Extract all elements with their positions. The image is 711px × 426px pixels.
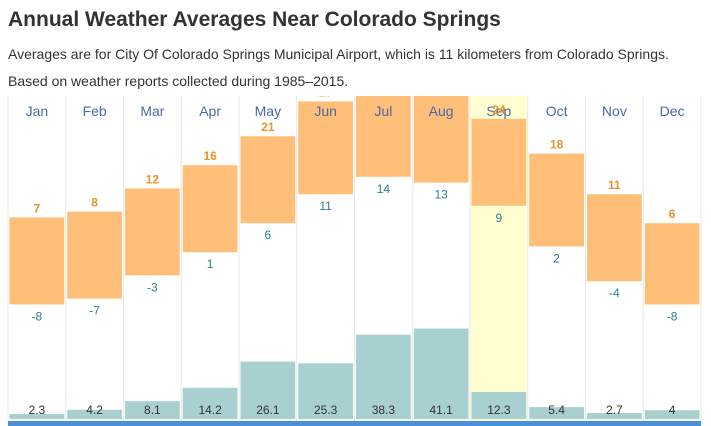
month-label-mar: Mar — [140, 103, 164, 119]
precip-label-jan: 2.3 — [29, 403, 46, 417]
month-label-may: May — [255, 103, 281, 119]
precip-label-jul: 38.3 — [372, 403, 396, 417]
high-temp-label-feb: 8 — [91, 196, 98, 210]
low-temp-label-jan: -8 — [32, 309, 43, 323]
low-temp-label-apr: 1 — [207, 257, 214, 271]
temp-band-sep[interactable] — [471, 118, 527, 206]
chart-subtitle-period: Based on weather reports collected durin… — [8, 73, 349, 89]
precip-label-aug: 41.1 — [429, 403, 453, 417]
precip-label-mar: 8.1 — [144, 403, 161, 417]
month-label-oct: Oct — [546, 103, 568, 119]
weather-averages-chart: Jan 7 -8 2.3 Feb 8 -7 4.2 Mar 12 -3 8.1 Apr 16 1 14.2 Ma… — [7, 96, 702, 426]
low-temp-label-feb: -7 — [89, 304, 100, 318]
temp-band-jan[interactable] — [9, 217, 65, 305]
precip-bar-apr[interactable] — [182, 387, 238, 419]
precip-bar-jan[interactable] — [9, 413, 65, 419]
chart-title: Annual Weather Averages Near Colorado Sp… — [8, 8, 501, 31]
high-temp-label-oct: 18 — [550, 138, 564, 152]
precip-label-sep: 12.3 — [487, 403, 511, 417]
month-label-jul: Jul — [374, 103, 392, 119]
precip-bar-nov[interactable] — [587, 413, 642, 419]
column-dividers — [7, 96, 702, 421]
high-temp-label-apr: 16 — [203, 149, 217, 163]
month-label-jun: Jun — [314, 103, 337, 119]
low-temp-label-oct: 2 — [553, 251, 560, 265]
temp-band-feb[interactable] — [67, 211, 122, 299]
precip-label-dec: 4 — [669, 403, 676, 417]
precip-bar-aug[interactable] — [413, 328, 469, 419]
month-label-jan: Jan — [26, 103, 49, 119]
temp-band-dec[interactable] — [644, 223, 700, 305]
low-temp-label-dec: -8 — [667, 309, 678, 323]
bottom-scroll-bar[interactable] — [8, 421, 701, 426]
low-temp-label-jul: 14 — [377, 182, 391, 196]
temp-band-jul[interactable] — [356, 96, 411, 177]
month-label-sep: Sep — [486, 103, 511, 119]
low-temp-label-sep: 9 — [496, 211, 503, 225]
temp-band-aug[interactable] — [413, 96, 469, 183]
low-temp-label-nov: -4 — [609, 286, 620, 300]
month-label-apr: Apr — [199, 103, 221, 119]
month-label-nov: Nov — [602, 103, 627, 119]
low-temp-label-mar: -3 — [147, 280, 158, 294]
month-label-dec: Dec — [660, 103, 685, 119]
precip-label-may: 26.1 — [256, 403, 280, 417]
high-temp-label-jun: 27 — [319, 96, 333, 99]
high-temp-label-nov: 11 — [608, 178, 621, 192]
month-label-aug: Aug — [429, 103, 454, 119]
temp-band-oct[interactable] — [529, 153, 584, 247]
precip-label-apr: 14.2 — [198, 403, 222, 417]
temp-band-jun[interactable] — [298, 101, 353, 195]
temp-band-nov[interactable] — [587, 194, 642, 282]
temperature-bands — [9, 96, 700, 305]
high-temp-label-dec: 6 — [669, 207, 676, 221]
precip-bar-sep[interactable] — [471, 391, 527, 419]
precip-bar-feb[interactable] — [67, 409, 122, 419]
precipitation-bars — [9, 328, 700, 419]
precip-label-nov: 2.7 — [606, 403, 623, 417]
temp-band-may[interactable] — [240, 136, 296, 224]
precip-bar-jun[interactable] — [298, 363, 353, 419]
month-label-feb: Feb — [83, 103, 107, 119]
high-temp-label-mar: 12 — [146, 172, 160, 186]
precip-bar-dec[interactable] — [644, 410, 700, 419]
precip-bar-mar[interactable] — [125, 401, 180, 419]
precip-label-jun: 25.3 — [314, 403, 338, 417]
precip-bar-oct[interactable] — [529, 407, 584, 419]
precip-bar-jul[interactable] — [356, 334, 411, 419]
precip-label-oct: 5.4 — [548, 403, 565, 417]
high-temp-label-may: 21 — [261, 120, 275, 134]
chart-subtitle-location: Averages are for City Of Colorado Spring… — [8, 46, 669, 62]
precip-bar-may[interactable] — [240, 361, 296, 419]
chart-labels: Jan 7 -8 2.3 Feb 8 -7 4.2 Mar 12 -3 8.1 Apr 16 1 14.2 Ma… — [26, 96, 685, 417]
low-temp-label-jun: 11 — [319, 199, 332, 213]
precip-label-feb: 4.2 — [86, 403, 103, 417]
low-temp-label-aug: 13 — [434, 188, 448, 202]
high-temp-label-sep: 24 — [492, 103, 506, 117]
low-temp-label-may: 6 — [265, 228, 272, 242]
temp-band-apr[interactable] — [182, 165, 238, 253]
high-temp-label-jan: 7 — [34, 201, 41, 215]
temp-band-mar[interactable] — [125, 188, 180, 276]
